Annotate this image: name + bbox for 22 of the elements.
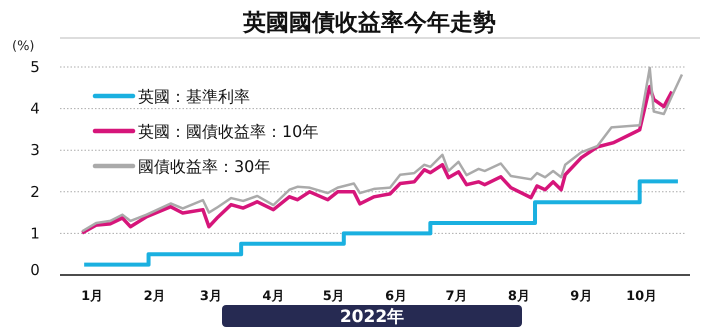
x-axis-title: 2022年 — [340, 307, 404, 327]
x-tick-label: 1月 — [81, 289, 104, 304]
y-tick-label: 3 — [30, 141, 40, 160]
x-tick-label: 7月 — [445, 289, 468, 304]
x-tick-label: 9月 — [570, 289, 592, 304]
y-axis-title: (%) — [12, 39, 34, 54]
x-tick-label: 5月 — [322, 289, 345, 304]
y-tick-label: 0 — [30, 261, 40, 279]
chart-title: 英國國債收益率今年走勢 — [242, 9, 496, 36]
x-tick-label: 3月 — [200, 289, 222, 304]
y-tick-label: 4 — [30, 100, 40, 118]
legend-label: 英國：基準利率 — [138, 87, 250, 106]
y-tick-label: 1 — [30, 224, 40, 242]
y-tick-label: 5 — [30, 58, 40, 76]
x-tick-label: 6月 — [385, 289, 408, 304]
legend-label: 英國：國債收益率：10年 — [138, 122, 318, 141]
y-tick-label: 2 — [30, 182, 40, 201]
x-tick-label: 8月 — [508, 289, 530, 304]
x-tick-label: 4月 — [262, 289, 284, 304]
x-tick-label: 2月 — [144, 289, 166, 304]
legend-label: 國債收益率：30年 — [138, 157, 270, 176]
x-tick-label: 10月 — [626, 289, 658, 304]
